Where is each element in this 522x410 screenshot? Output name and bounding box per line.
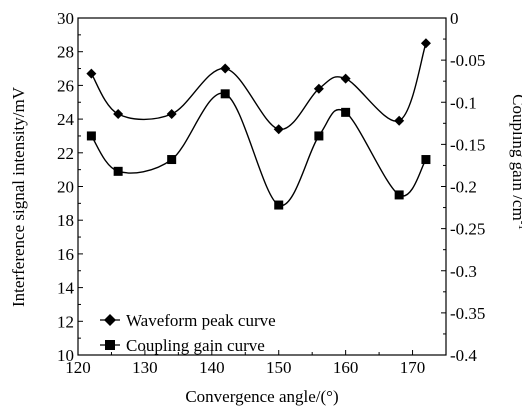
data-point-square [274,200,284,210]
y-right-tick-label: 0 [450,9,459,28]
data-point-square [113,166,123,176]
y-left-tick-label: 12 [57,312,74,331]
data-point-square [167,155,177,165]
y-left-tick-label: 24 [57,110,75,129]
y-left-tick-label: 22 [57,144,74,163]
legend: Waveform peak curve Coupling gain curve [100,311,276,355]
legend-square-marker [105,340,115,350]
data-point-square [341,107,351,117]
x-tick-label: 160 [333,358,359,377]
y-right-axis-title-main: Coupling gain /cm [509,94,522,221]
legend-diamond-marker [104,314,116,326]
y-left-tick-label: 30 [57,9,74,28]
y-left-tick-label: 20 [57,178,74,197]
x-axis: 120 130 140 150 160 170 [65,350,425,377]
x-tick-label: 130 [132,358,158,377]
y-right-tick-label: -0.35 [450,304,485,323]
y-left-tick-label: 28 [57,43,74,62]
data-point-diamond [340,73,351,84]
series-layer [86,38,431,210]
data-point-square [421,155,431,165]
data-point-square [220,89,230,99]
legend-label-coupling: Coupling gain curve [126,336,265,355]
y-left-tick-label: 16 [57,245,74,264]
y-right-tick-label: -0.25 [450,220,485,239]
data-point-diamond [420,38,431,49]
y-right-tick-label: -0.05 [450,51,485,70]
y-right-tick-label: -0.4 [450,346,477,365]
y-left-tick-label: 10 [57,346,74,365]
data-point-diamond [273,124,284,135]
data-point-square [86,131,96,141]
y-right-axis-title-superscript: -1 [516,221,522,230]
y-right-tick-label: -0.3 [450,262,477,281]
y-left-tick-label: 26 [57,76,74,95]
legend-label-waveform: Waveform peak curve [126,311,276,330]
x-tick-label: 120 [65,358,91,377]
y-left-tick-label: 14 [57,279,75,298]
series-line-waveform-peak [90,43,427,130]
y-left-axis: 10 12 14 16 18 20 22 24 26 28 30 [57,9,83,365]
data-point-diamond [166,109,177,120]
data-point-diamond [313,83,324,94]
x-axis-title: Convergence angle/(°) [185,387,338,406]
y-right-axis-title: Coupling gain /cm-1 [509,94,522,230]
data-point-diamond [113,109,124,120]
y-right-tick-label: -0.15 [450,135,485,154]
x-tick-label: 150 [266,358,292,377]
y-right-tick-label: -0.2 [450,178,477,197]
data-point-square [314,131,324,141]
data-point-square [394,190,404,200]
data-point-diamond [86,68,97,79]
y-right-axis: -0.4 -0.35 -0.3 -0.25 -0.2 -0.15 -0.1 -0.05 0 [441,9,485,365]
data-point-diamond [220,63,231,74]
data-point-diamond [394,115,405,126]
y-right-tick-label: -0.1 [450,93,477,112]
x-tick-label: 170 [400,358,426,377]
y-left-tick-label: 18 [57,211,74,230]
x-tick-label: 140 [199,358,225,377]
y-left-axis-title: Interference signal intensity/mV [9,86,28,307]
series-line-coupling-gain [90,92,427,206]
